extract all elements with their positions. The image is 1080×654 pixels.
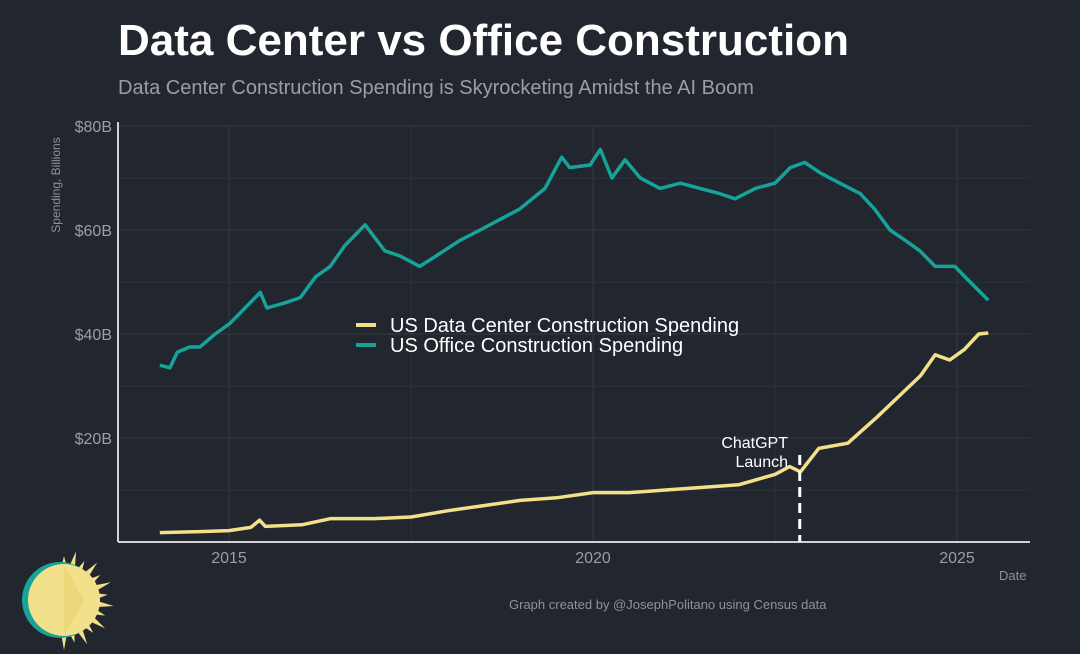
x-tick-label: 2020 [575,550,611,567]
y-tick-label: $40B [75,327,112,344]
chart-subtitle: Data Center Construction Spending is Sky… [118,77,754,99]
y-tick-label: $80B [75,119,112,136]
y-tick-label: $20B [75,431,112,448]
y-axis-title: Spending, Billions [49,137,63,232]
annotation-label: Launch [736,454,789,471]
legend-label: US Office Construction Spending [390,335,683,357]
annotation-label: ChatGPT [721,435,788,452]
chart-title: Data Center vs Office Construction [118,16,850,65]
x-tick-label: 2015 [211,550,247,567]
series-line [159,331,989,535]
logo-sun-icon [22,551,114,650]
y-tick-label: $60B [75,223,112,240]
x-tick-label: 2025 [939,550,975,567]
series-line [159,147,990,370]
x-axis-title: Date [999,568,1027,583]
credit-text: Graph created by @JosephPolitano using C… [509,597,827,612]
legend-label: US Data Center Construction Spending [390,315,739,337]
